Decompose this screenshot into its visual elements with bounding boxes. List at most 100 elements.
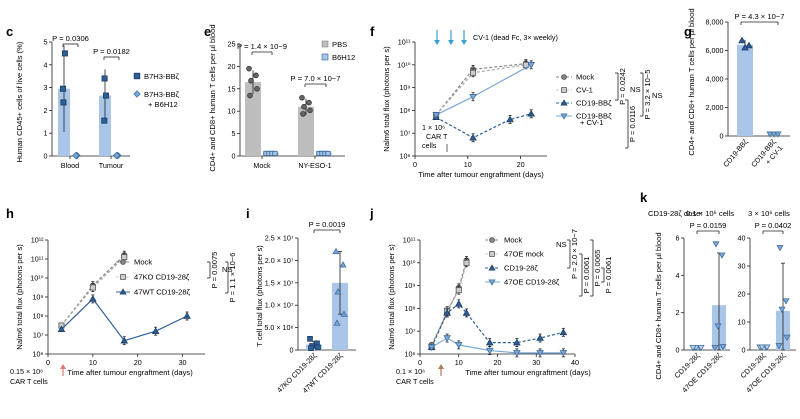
x-tick-label: 20	[494, 358, 502, 367]
legend-label: B7H3-BBζ	[144, 72, 180, 81]
data-point	[90, 296, 96, 301]
y-tick-label: 10¹¹	[31, 255, 44, 264]
data-point	[247, 66, 252, 71]
data-point	[307, 100, 312, 105]
p-value: P = 0.0182	[93, 47, 130, 56]
data-point	[308, 336, 313, 341]
data-point	[273, 151, 277, 155]
p-value: P = 0.0061	[582, 257, 591, 294]
y-tick-label: 2.0 × 10⁷	[265, 256, 294, 265]
data-point	[783, 299, 789, 304]
data-point	[300, 95, 305, 100]
x-axis-label: Time after tumour engraftment (days)	[465, 368, 591, 377]
legend-swatch	[322, 54, 328, 60]
treatment-arrow-head	[448, 40, 454, 45]
legend-label: + CV-1	[580, 118, 603, 127]
y-tick-label: 0	[44, 152, 48, 161]
panel-label: j	[369, 206, 374, 221]
treatment-arrow-head	[434, 40, 440, 45]
legend-label: CD19-28ζ	[504, 264, 538, 273]
y-tick-label: 10⁶	[400, 152, 411, 161]
p-value: P = 0.0242	[618, 68, 627, 105]
p-value: P = 3.2 × 10−5	[643, 70, 652, 120]
y-tick-label: 1	[44, 129, 48, 138]
legend-label: B6H12	[332, 53, 355, 62]
series-line	[436, 114, 531, 138]
panel-label: k	[640, 190, 648, 205]
legend-label: CD19-BBζ	[576, 99, 612, 108]
y-tick-label: 20	[228, 62, 236, 71]
y-tick-label: 2,000	[706, 103, 724, 112]
legend-label: Mock	[576, 73, 594, 82]
legend-marker	[562, 75, 567, 80]
legend-marker	[562, 88, 567, 93]
y-axis-label: CD4+ and CD8+ human T cells per µl blood	[654, 232, 663, 379]
data-point	[90, 285, 95, 290]
data-point	[456, 288, 461, 293]
y-tick-label: 10⁹	[404, 281, 415, 290]
legend-marker	[134, 91, 140, 97]
panel-label: h	[6, 206, 14, 221]
treatment-label: CV-1 (dead Fc, 3× weekly)	[473, 33, 558, 42]
p-value-ns: NS	[652, 91, 663, 100]
p-value: P = 2.0 × 10−7	[570, 229, 579, 279]
legend-label: CV-1	[576, 86, 593, 95]
cart-label: 1 × 10⁶	[422, 123, 445, 132]
legend-marker	[121, 260, 126, 265]
p-value-ns: NS	[556, 240, 567, 249]
y-tick-label: 10⁶	[405, 350, 416, 359]
cart-label: CAR T cells	[396, 377, 434, 386]
data-point	[103, 93, 108, 98]
x-tick-label: Tumour	[99, 161, 124, 170]
x-tick-label: Mock	[253, 161, 271, 170]
y-tick-label: 2	[676, 308, 680, 317]
legend-marker	[134, 73, 140, 79]
y-tick-label: 10¹⁰	[30, 274, 43, 283]
p-value-ns: NS	[630, 85, 641, 94]
y-tick-label: 2	[44, 106, 48, 115]
treatment-arrow-head	[461, 40, 467, 45]
data-point	[528, 62, 534, 67]
data-point	[560, 329, 566, 334]
panel-j: Nalm6 total flux (photons per s) 10⁶ 10⁷ 10…	[387, 229, 613, 386]
cart-label: 0.15 × 10⁶	[10, 367, 43, 376]
p-value: P = 0.0061	[604, 257, 613, 294]
x-tick-label: 10	[464, 160, 472, 169]
y-tick-label: 40	[738, 234, 746, 243]
y-tick-label: 10¹¹	[398, 38, 411, 47]
data-point	[122, 255, 127, 260]
figure-canvas: Human CD45+ cells of live cells (%) 01234…	[0, 0, 800, 419]
y-tick-label: 4	[676, 271, 680, 280]
y-tick-label: 1.0 × 10⁷	[265, 301, 294, 310]
x-tick-label: 0	[418, 358, 422, 367]
cart-label: cells	[422, 141, 437, 150]
data-point	[470, 70, 475, 75]
x-axis-label: Time after tumour engraftment (days)	[418, 170, 544, 179]
panel-e: CD4+ and CD8+ human T cells per µl blood…	[208, 24, 355, 171]
y-tick-label: 10⁷	[400, 129, 411, 138]
y-tick-label: 0	[720, 132, 724, 141]
data-point	[464, 260, 469, 265]
p-value: P = 7.0 × 10−7	[291, 74, 341, 83]
y-tick-label: 10⁸	[404, 304, 415, 313]
data-point	[719, 253, 725, 258]
y-tick-label: 2.5 × 10⁷	[265, 234, 294, 243]
panel-label: g	[684, 24, 692, 39]
y-tick-label: 10¹⁰	[402, 258, 415, 267]
data-point	[739, 37, 745, 42]
cart-label: 0.1 × 10⁶	[396, 367, 425, 376]
panel-c: Human CD45+ cells of live cells (%) 0 1 2 3 4…	[15, 34, 180, 170]
p-value: P = 1.4 × 10−9	[237, 42, 287, 51]
series-line	[436, 65, 526, 115]
legend-label: 47KO CD19-28ζ	[134, 273, 190, 282]
y-tick-label: 6,000	[706, 46, 724, 55]
y-tick-label: 10⁸	[399, 106, 410, 115]
data-point	[470, 135, 476, 140]
y-tick-label: 5	[44, 38, 48, 47]
x-tick-label: 10	[89, 358, 97, 367]
panel-f: Nalm6 total flux (photons per s)10⁶10⁷10…	[382, 30, 663, 179]
y-tick-label: 4,000	[706, 75, 724, 84]
y-tick-label: 0	[676, 346, 680, 355]
y-tick-label: 30	[738, 262, 746, 271]
x-tick-label: 30	[179, 358, 187, 367]
